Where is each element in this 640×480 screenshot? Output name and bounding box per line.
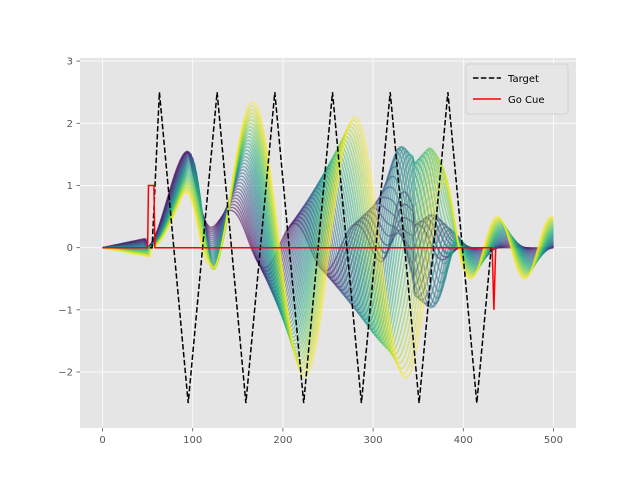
series-lines: [102, 92, 497, 404]
x-tick-label: 0: [99, 435, 105, 446]
y-tick-label: 0: [67, 243, 73, 254]
x-tick-label: 100: [183, 435, 202, 446]
x-tick-label: 300: [364, 435, 383, 446]
trajectories: [102, 101, 555, 380]
x-tick-label: 400: [454, 435, 473, 446]
x-axis-ticks: 0 100 200 300 400 500: [99, 428, 563, 446]
y-tick-label: 3: [67, 57, 73, 68]
grid: [80, 58, 576, 428]
x-tick-label: 200: [273, 435, 292, 446]
y-tick-label: −1: [58, 305, 73, 316]
legend: Target Go Cue: [465, 63, 569, 115]
trajectory-line: [102, 101, 554, 380]
y-tick-label: −2: [58, 368, 73, 379]
y-axis-ticks: −2 −1 0 1 2 3: [58, 57, 80, 379]
legend-label: Go Cue: [508, 95, 545, 106]
y-tick-label: 1: [67, 181, 73, 192]
x-tick-label: 500: [544, 435, 563, 446]
legend-label: Target: [507, 74, 539, 85]
series-line-go-cue: [102, 184, 497, 310]
y-tick-label: 2: [67, 119, 73, 130]
legend-box: [465, 63, 569, 115]
